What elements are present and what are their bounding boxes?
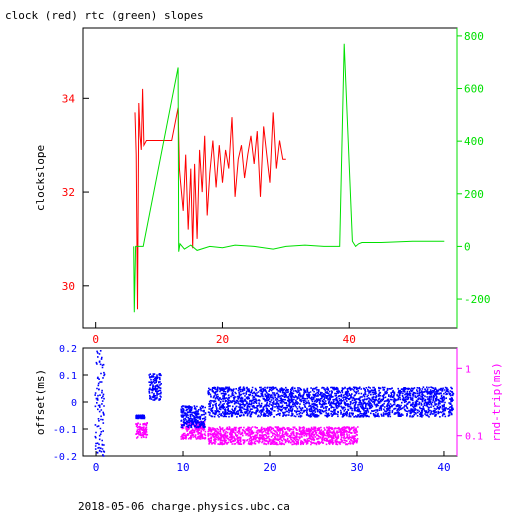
offset-point-cluster	[94, 350, 106, 457]
top-axes-group: 0 20 40 30 32 34 -200 0 200 400 600 800	[62, 28, 491, 346]
bottom-x-tick-label: 0	[93, 461, 100, 474]
top-series-group	[133, 43, 445, 313]
top-chart-title: clock (red) rtc (green) slopes	[5, 9, 204, 22]
bottom-y-tick-label: -0.1	[53, 425, 77, 436]
top-x-tick-label: 20	[216, 333, 229, 346]
bottom-plot: 0 10 20 30 40-0.2-0.100.10.20.11 offset(ms) …	[34, 344, 503, 474]
rnd-trip-point-cluster	[207, 426, 359, 446]
bottom-x-tick-label: 10	[176, 461, 189, 474]
top-y2-tick-label: 800	[464, 30, 484, 43]
top-y-tick-label: 32	[62, 186, 75, 199]
bottom-y-tick-label: -0.2	[53, 452, 77, 463]
top-x-tick-label: 40	[343, 333, 356, 346]
top-y-tick-label: 34	[62, 92, 76, 105]
bottom-axes-group: 0 10 20 30 40 -0.2 -0.1 0 0.1 0.2 0.1 1	[53, 344, 483, 474]
offset-point-cluster	[135, 414, 146, 420]
bottom-y-tick-label: 0.2	[59, 344, 77, 355]
offset-point-cluster	[148, 373, 162, 401]
top-y-tick-label: 30	[62, 280, 75, 293]
bottom-y-tick-label: 0.1	[59, 371, 77, 382]
footer-caption: 2018-05-06 charge.physics.ubc.ca	[78, 500, 290, 512]
offset-point-cluster	[207, 386, 455, 418]
top-y2-tick-label: 400	[464, 135, 484, 148]
bottom-x-tick-label: 40	[437, 461, 450, 474]
top-series-line-green	[133, 43, 445, 313]
top-y2-tick-label: -200	[464, 293, 491, 306]
top-plot: 0 20 40 30 32 34 -200 0 200 400 600 800 clockslope	[34, 27, 491, 346]
top-y2-tick-label: 200	[464, 188, 484, 201]
top-x-tick-label: 0	[92, 333, 99, 346]
rnd-trip-point-cluster	[135, 422, 149, 439]
top-series-line-red	[134, 88, 286, 310]
top-y2-tick-label: 600	[464, 83, 484, 96]
top-y-axis-label: clockslope	[34, 145, 47, 211]
bottom-series-group	[94, 350, 455, 457]
bottom-y-tick-label: 0	[71, 398, 77, 409]
bottom-x-tick-label: 20	[263, 461, 276, 474]
offset-point-cluster	[180, 405, 207, 429]
bottom-x-tick-label: 30	[350, 461, 363, 474]
top-y2-tick-label: 0	[464, 240, 471, 253]
bottom-y2-axis-label: rnd-trip(ms)	[490, 362, 503, 441]
bottom-y2-tick-label: 1	[465, 364, 471, 375]
bottom-y2-tick-label: 0.1	[465, 432, 483, 443]
bottom-y-axis-label: offset(ms)	[34, 369, 47, 435]
